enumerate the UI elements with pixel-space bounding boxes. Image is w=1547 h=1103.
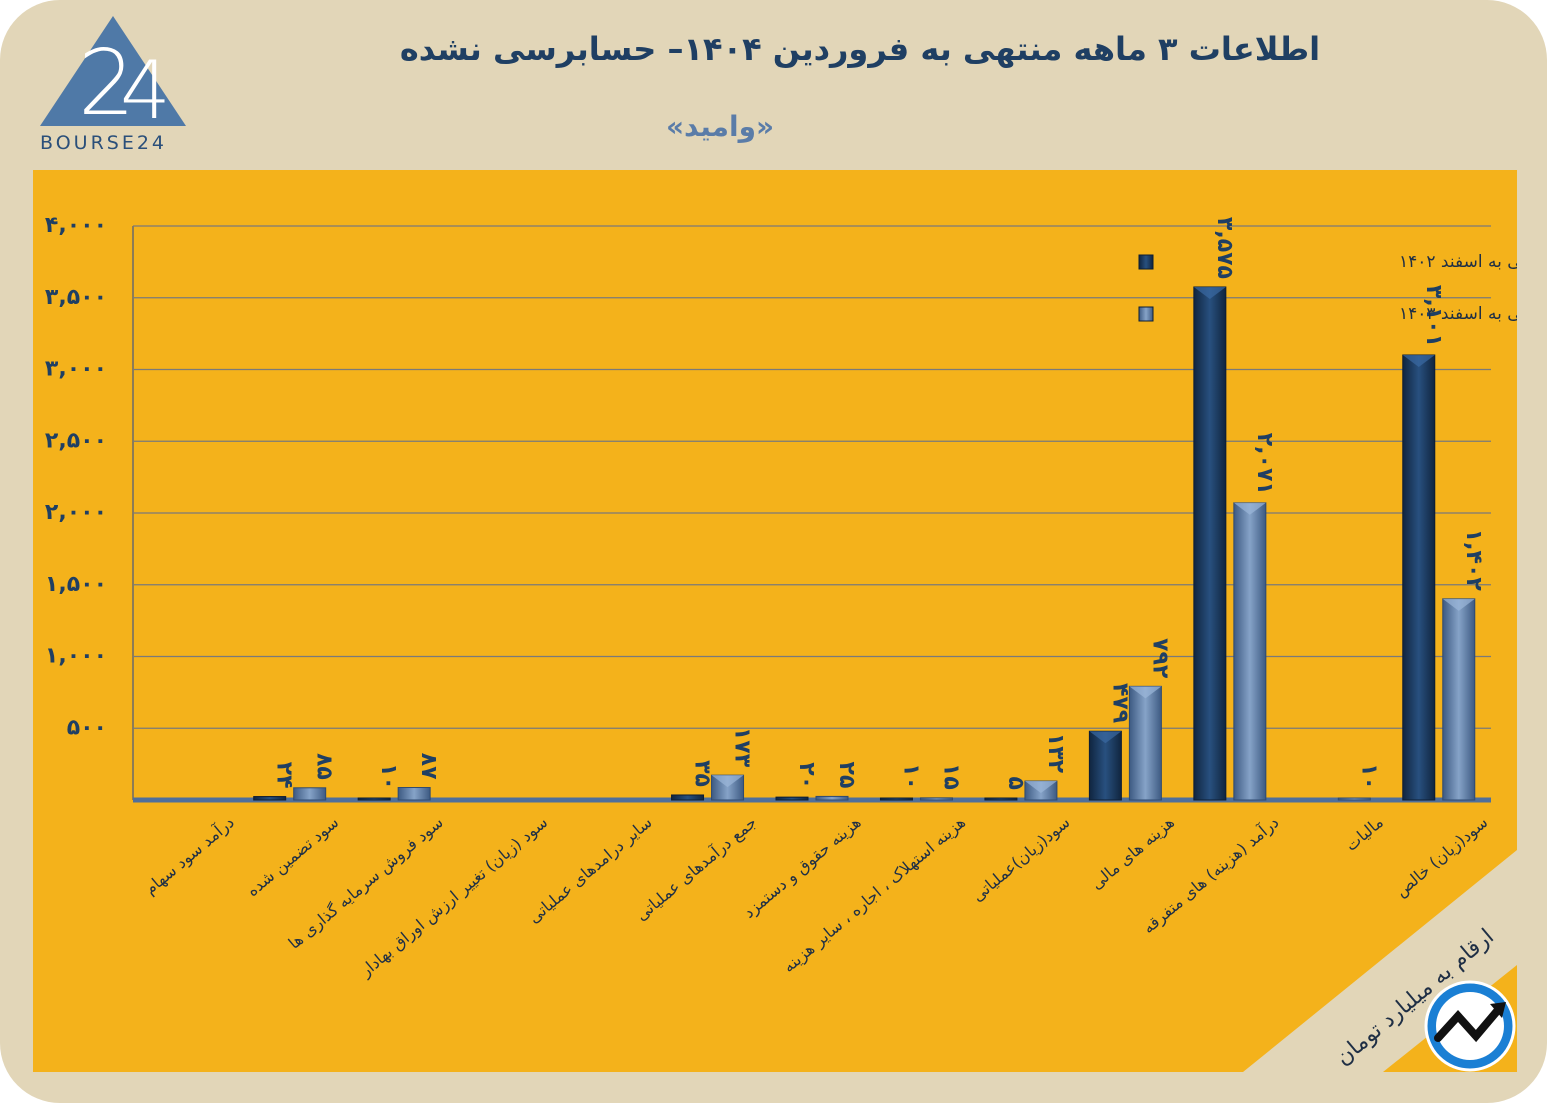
bar-cap: [1193, 286, 1226, 299]
x-tick-label: هزینه های مالی: [1087, 813, 1179, 894]
logo-text: BOURSE24: [40, 132, 168, 154]
data-label: ۱۰: [898, 763, 923, 790]
data-label: ۱۷۳: [730, 727, 755, 768]
y-tick-label: ۳,۵۰۰: [45, 285, 107, 310]
bar-2: [397, 787, 431, 801]
data-label: ۷۹۲: [1147, 638, 1172, 679]
data-label: ۲۰: [794, 762, 819, 789]
x-tick-label: درآمد سود سهام: [141, 813, 239, 900]
data-label: ۸۷: [416, 753, 441, 780]
y-tick-label: ۳,۰۰۰: [45, 357, 107, 382]
svg-text:2: 2: [78, 31, 135, 136]
bar-1: [984, 797, 1018, 801]
data-label: ۴۷۹: [1107, 683, 1132, 723]
y-tick-label: ۴,۰۰۰: [45, 213, 107, 238]
bar-2: [815, 795, 849, 801]
bar-1: [253, 796, 287, 801]
legend-swatch: [1138, 254, 1154, 270]
bar-cap: [1129, 686, 1162, 699]
bar-2: [919, 797, 953, 801]
data-label: ۱۳۲: [1043, 733, 1068, 774]
data-label: ۱,۴۰۲: [1461, 529, 1486, 592]
bar-1: [357, 797, 391, 801]
bar-2: [1337, 797, 1371, 801]
data-label: ۱۰: [1356, 763, 1381, 790]
data-label: ۸۵: [312, 753, 337, 780]
bar-2: [1442, 598, 1476, 801]
bar-cap: [1402, 355, 1435, 368]
bar-2: [293, 787, 327, 801]
bar-cap: [1024, 781, 1057, 794]
bar-cap: [1233, 502, 1266, 515]
bar-1: [1402, 354, 1436, 801]
x-tick-label: مالیات: [1342, 813, 1387, 855]
trend-logo-icon: [1424, 980, 1516, 1072]
bar-cap: [1089, 731, 1122, 744]
y-tick-label: ۲,۵۰۰: [45, 428, 107, 453]
bourse24-logo: 2 4: [40, 16, 186, 137]
data-label: ۲,۰۷۱: [1252, 433, 1277, 495]
x-tick-label: هزینه استهلاک ، اجاره ، سایر هزینه: [779, 813, 970, 977]
bar-cap: [1442, 598, 1475, 611]
company-name: «وامید»: [665, 110, 775, 143]
x-tick-label: سود تضمین شده: [243, 813, 343, 901]
bar-1: [1193, 286, 1227, 801]
data-label: ۳,۵۷۵: [1212, 217, 1237, 279]
svg-text:4: 4: [120, 44, 171, 137]
bar-2: [1233, 502, 1267, 801]
page-title: اطلاعات ۳ ماهه منتهی به فروردین ۱۴۰۴– حس…: [399, 30, 1321, 68]
bar-2: [1128, 685, 1162, 801]
bar-chart: ۵۰۰ ۱,۰۰۰ ۱,۵۰۰ ۲,۰۰۰ ۲,۵۰۰ ۳,۰۰۰ ۳,۵۰۰ ۴,۰۰۰ ۲…: [45, 213, 1517, 982]
bar-cap: [711, 775, 744, 788]
legend-entry: عملکرد منتهی به اسفند ۱۴۰۳: [1399, 304, 1517, 324]
data-label: ۲۴: [272, 762, 297, 789]
data-label: ۱۵: [938, 763, 963, 790]
y-tick-label: ۱,۵۰۰: [45, 572, 107, 597]
chart-panel: ۵۰۰ ۱,۰۰۰ ۱,۵۰۰ ۲,۰۰۰ ۲,۵۰۰ ۳,۰۰۰ ۳,۵۰۰ ۴,۰۰۰ ۲…: [33, 170, 1517, 1072]
bar-1: [671, 794, 705, 801]
data-label: ۲۵: [834, 762, 859, 789]
data-label: ۳۵: [690, 760, 715, 787]
x-tick-label: سود(زیان)عملیاتی: [968, 813, 1074, 907]
bar-1: [775, 796, 809, 801]
y-tick-label: ۱,۰۰۰: [45, 644, 107, 669]
data-label: ۳,۱۰۱: [1421, 285, 1446, 347]
y-tick-label: ۵۰۰: [67, 715, 107, 740]
legend-entry: عملکرد منتهی به اسفند ۱۴۰۲: [1399, 252, 1517, 272]
y-tick-label: ۲,۰۰۰: [45, 500, 107, 525]
data-label: ۵: [1003, 777, 1028, 790]
legend-swatch: [1138, 306, 1154, 322]
data-label: ۱۰: [376, 763, 401, 790]
bar-1: [879, 797, 913, 801]
x-tick-label: سود (زیان) تغییر ارزش اوراق بهادار: [356, 813, 552, 982]
